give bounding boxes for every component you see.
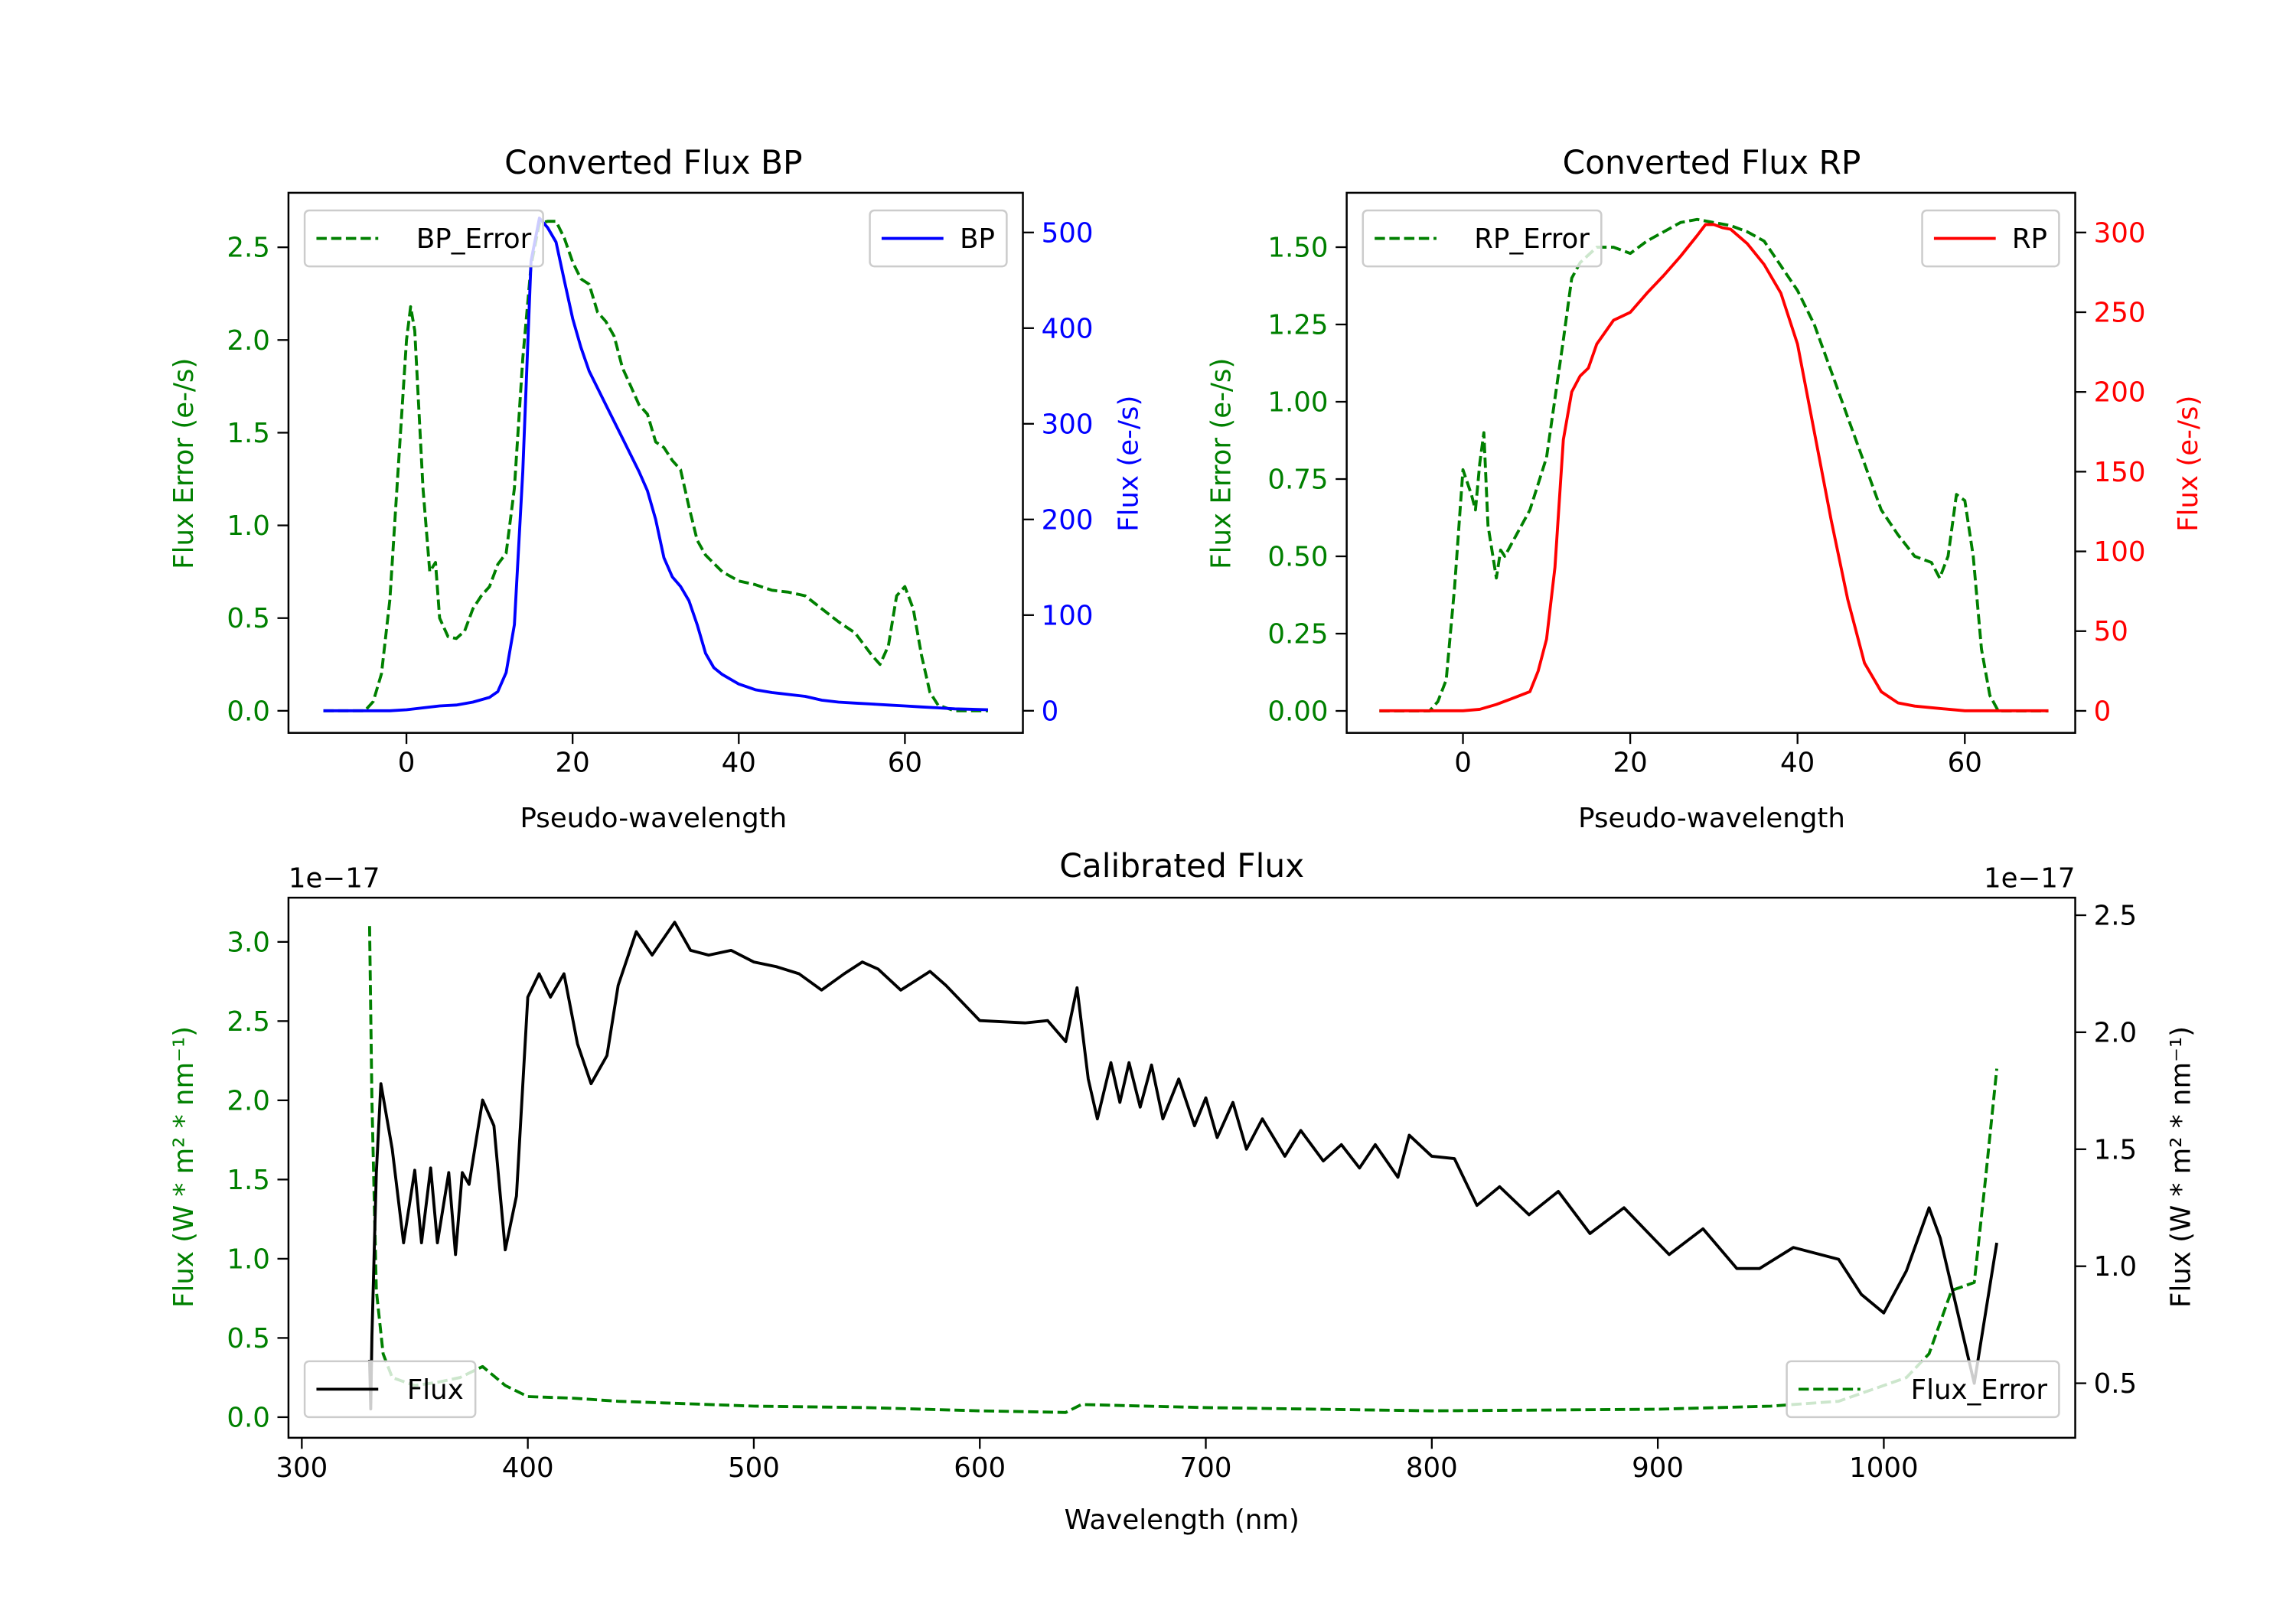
legend-label: Flux (407, 1374, 464, 1406)
y-tick-label-left: 0.75 (1267, 464, 1328, 496)
y-tick-label-right: 0 (1042, 696, 1059, 727)
y-tick-label-right: 200 (1042, 504, 1094, 536)
y-tick-label-left: 0.0 (227, 1402, 270, 1433)
legend-label: RP (2012, 223, 2047, 255)
x-tick-label: 40 (722, 748, 756, 779)
y-tick-label-right: 100 (1042, 600, 1094, 631)
legend-box (1362, 209, 1603, 268)
legend-rp-error: RP_Error (1362, 209, 1603, 268)
legend-box (303, 209, 544, 268)
chart-converted-flux-bp: Converted Flux BP Pseudo-wavelength Flux… (168, 144, 1145, 834)
x-tick-label: 20 (1613, 748, 1647, 779)
offset-label-right: 1e−17 (1984, 863, 2076, 895)
x-tick-label: 60 (1948, 748, 1982, 779)
y-tick-label-left: 2.0 (227, 1085, 270, 1116)
y-tick-label-right: 100 (2094, 536, 2146, 568)
x-axis-label: Pseudo-wavelength (520, 803, 787, 834)
y-tick-label-right: 2.5 (2094, 901, 2138, 932)
y-tick-label-right: 50 (2094, 616, 2128, 647)
y-tick-label-right: 250 (2094, 297, 2146, 328)
x-axis-label: Pseudo-wavelength (1578, 803, 1845, 834)
y-tick-label-right: 0.5 (2094, 1368, 2138, 1400)
y-tick-label-left: 0.25 (1267, 619, 1328, 650)
x-tick-label: 400 (502, 1452, 554, 1484)
legend-flux-error: Flux_Error (1786, 1360, 2060, 1419)
chart-calibrated-flux: Calibrated Flux Wavelength (nm) Flux (W … (168, 847, 2197, 1536)
series-line-bp (323, 217, 989, 712)
y-tick-label-left: 0.5 (227, 603, 270, 634)
series-line-bp-error (323, 220, 988, 712)
series-line-rp (1379, 223, 2049, 712)
y-tick-label-left: 1.5 (227, 418, 270, 449)
y-axis-label-left: Flux (W * m² * nm⁻¹) (168, 1026, 200, 1308)
legend-label: Flux_Error (1911, 1374, 2048, 1406)
y-tick-label-left: 2.0 (227, 325, 270, 357)
y-tick-label-left: 0.00 (1267, 696, 1328, 728)
chart-title: Calibrated Flux (1059, 847, 1304, 885)
y-tick-label-right: 300 (1042, 409, 1094, 440)
x-tick-label: 300 (276, 1452, 328, 1484)
x-axis-label: Wavelength (nm) (1065, 1504, 1300, 1536)
y-tick-label-left: 0.50 (1267, 542, 1328, 573)
x-tick-label: 800 (1406, 1452, 1458, 1484)
legend-label: BP_Error (416, 223, 532, 255)
legend-box (303, 1360, 477, 1419)
legend-flux: Flux (303, 1360, 477, 1419)
y-tick-label-right: 1.0 (2094, 1251, 2138, 1283)
x-tick-label: 900 (1632, 1452, 1684, 1484)
chart-converted-flux-rp: Converted Flux RP Pseudo-wavelength Flux… (1206, 144, 2204, 834)
series-line-flux (367, 921, 1998, 1411)
legend-bp-error: BP_Error (303, 209, 544, 268)
y-tick-label-left: 2.5 (227, 1006, 270, 1038)
y-tick-label-right: 500 (1042, 217, 1094, 249)
y-tick-label-right: 200 (2094, 377, 2146, 409)
legend-box (1786, 1360, 2060, 1419)
y-tick-label-left: 0.0 (227, 696, 270, 727)
y-tick-label-left: 3.0 (227, 927, 270, 958)
x-tick-label: 60 (888, 748, 922, 779)
chart-title: Converted Flux BP (504, 144, 802, 181)
x-tick-label: 500 (728, 1452, 780, 1484)
x-tick-label: 600 (954, 1452, 1006, 1484)
axes-frame (1345, 191, 2076, 734)
legend-label: RP_Error (1474, 223, 1590, 255)
y-tick-label-left: 1.25 (1267, 310, 1328, 341)
chart-title: Converted Flux RP (1563, 144, 1861, 181)
y-axis-label-right: Flux (e-/s) (2173, 396, 2204, 532)
y-axis-label-left: Flux Error (e-/s) (168, 358, 200, 569)
axes-frame (287, 191, 1024, 734)
x-tick-label: 1000 (1849, 1452, 1919, 1484)
y-axis-label-right: Flux (e-/s) (1114, 396, 1145, 532)
y-tick-label-left: 1.00 (1267, 387, 1328, 419)
y-tick-label-left: 1.0 (227, 510, 270, 542)
x-tick-label: 0 (1454, 748, 1472, 779)
y-tick-label-left: 1.50 (1267, 233, 1328, 264)
y-axis-label-right: Flux (W * m² * nm⁻¹) (2166, 1026, 2197, 1308)
y-tick-label-right: 300 (2094, 217, 2146, 249)
y-tick-label-right: 150 (2094, 457, 2146, 488)
y-tick-label-right: 2.0 (2094, 1017, 2138, 1048)
x-tick-label: 700 (1180, 1452, 1232, 1484)
legend-label: BP (960, 223, 995, 255)
axes-frame (287, 896, 2076, 1439)
x-tick-label: 0 (398, 748, 416, 779)
legend-bp: BP (869, 209, 1008, 268)
y-tick-label-right: 400 (1042, 313, 1094, 344)
legend-rp: RP (1921, 209, 2060, 268)
y-axis-label-left: Flux Error (e-/s) (1206, 358, 1238, 569)
x-tick-label: 40 (1780, 748, 1815, 779)
y-tick-label-left: 1.5 (227, 1165, 270, 1196)
y-tick-label-left: 2.5 (227, 233, 270, 264)
y-tick-label-left: 1.0 (227, 1244, 270, 1275)
offset-label-left: 1e−17 (289, 863, 380, 895)
x-tick-label: 20 (556, 748, 590, 779)
y-tick-label-left: 0.5 (227, 1323, 270, 1354)
y-tick-label-right: 1.5 (2094, 1134, 2138, 1165)
y-tick-label-right: 0 (2094, 696, 2112, 727)
series-line-rp-error (1379, 217, 2049, 712)
